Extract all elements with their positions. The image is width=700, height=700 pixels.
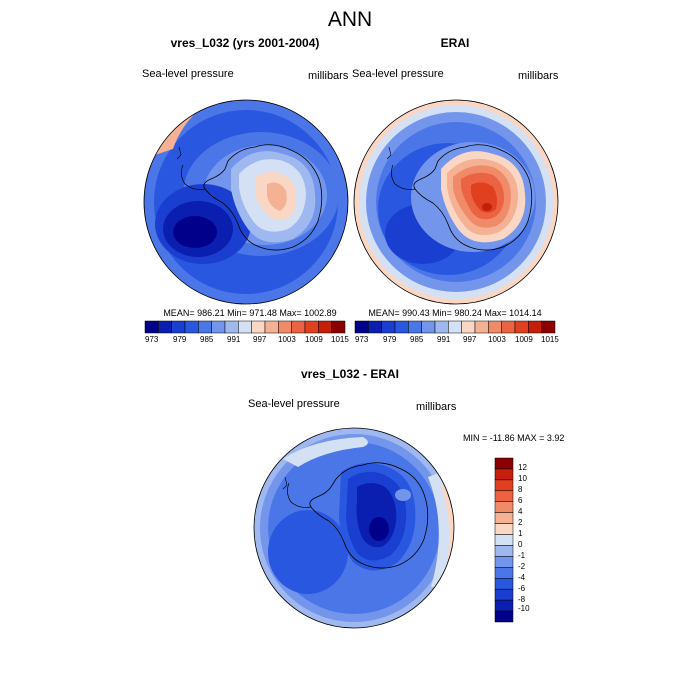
colorbar-swatch — [488, 320, 502, 334]
tick-label: 997 — [253, 335, 267, 344]
colorbar-swatch — [494, 599, 514, 612]
colorbar-swatch — [514, 320, 529, 334]
tick-label: 1003 — [488, 335, 506, 344]
colorbar-swatch — [408, 320, 422, 334]
tick-label: 10 — [518, 474, 527, 483]
tick-label: 1009 — [515, 335, 533, 344]
tick-label: 973 — [145, 335, 159, 344]
colorbar-swatch — [448, 320, 462, 334]
figure-title: ANN — [327, 8, 373, 31]
tick-label: -8 — [518, 595, 526, 604]
tick-label: 979 — [173, 335, 187, 344]
tick-label: -4 — [518, 573, 526, 582]
colorbar-swatch — [528, 320, 542, 334]
colorbar-swatch — [224, 320, 239, 334]
tick-label: 12 — [518, 463, 527, 472]
tick-label: 991 — [437, 335, 451, 344]
colorbar-swatch — [198, 320, 212, 334]
model-colorbar-ticks: 973 979 985 991 997 1003 1009 1015 — [145, 335, 349, 347]
colorbar-swatch — [541, 320, 556, 334]
colorbar-swatch — [494, 556, 514, 568]
colorbar-swatch — [291, 320, 306, 334]
model-variable-label: Sea-level pressure — [142, 68, 234, 80]
colorbar-swatch — [474, 320, 489, 334]
colorbar-swatch — [494, 588, 514, 601]
colorbar-swatch — [331, 320, 346, 334]
colorbar-swatch — [494, 578, 514, 590]
colorbar-swatch — [368, 320, 382, 334]
obs-panel-title: ERAI — [440, 36, 470, 50]
colorbar-swatch — [461, 320, 476, 334]
tick-label: 1 — [518, 529, 523, 538]
colorbar-swatch — [211, 320, 226, 334]
tick-label: 0 — [518, 540, 523, 549]
model-polar-map — [143, 99, 349, 305]
obs-colorbar — [354, 320, 556, 334]
colorbar-swatch — [494, 457, 514, 470]
tick-label: -6 — [518, 584, 526, 593]
obs-colorbar-ticks: 973 979 985 991 997 1003 1009 1015 — [355, 335, 559, 347]
colorbar-swatch — [354, 320, 369, 334]
tick-label: 1015 — [331, 335, 349, 344]
tick-label: -2 — [518, 562, 526, 571]
tick-label: 8 — [518, 485, 523, 494]
colorbar-swatch — [494, 479, 514, 492]
colorbar-swatch — [381, 320, 396, 334]
colorbar-swatch — [184, 320, 199, 334]
colorbar-swatch — [171, 320, 186, 334]
obs-polar-map — [353, 99, 559, 305]
tick-label: 991 — [227, 335, 241, 344]
colorbar-swatch — [304, 320, 319, 334]
colorbar-swatch — [494, 468, 514, 481]
tick-label: -1 — [518, 551, 526, 560]
colorbar-swatch — [494, 523, 514, 535]
colorbar-swatch — [144, 320, 159, 334]
diff-colorbar-ticks: 12 10 8 6 4 2 1 0 -1 -2 -4 -6 -8 -10 — [518, 458, 548, 622]
diff-units-label: millibars — [416, 401, 457, 413]
colorbar-swatch — [494, 501, 514, 513]
obs-units-label: millibars — [518, 70, 559, 82]
colorbar-swatch — [394, 320, 409, 334]
tick-label: 1015 — [541, 335, 559, 344]
tick-label: 2 — [518, 518, 523, 527]
colorbar-swatch — [494, 534, 514, 546]
colorbar-swatch — [278, 320, 292, 334]
colorbar-swatch — [251, 320, 266, 334]
tick-label: -10 — [518, 604, 530, 613]
tick-label: 979 — [383, 335, 397, 344]
model-units-label: millibars — [308, 70, 349, 82]
colorbar-swatch — [264, 320, 279, 334]
obs-variable-label: Sea-level pressure — [352, 68, 444, 80]
colorbar-swatch — [318, 320, 332, 334]
diff-polar-map — [253, 427, 455, 629]
colorbar-swatch — [158, 320, 172, 334]
tick-label: 985 — [200, 335, 214, 344]
colorbar-swatch — [494, 545, 514, 557]
colorbar-swatch — [494, 610, 514, 623]
model-panel-title: vres_L032 (yrs 2001-2004) — [170, 36, 320, 50]
colorbar-swatch — [494, 512, 514, 524]
colorbar-swatch — [238, 320, 252, 334]
colorbar-swatch — [494, 490, 514, 502]
tick-label: 973 — [355, 335, 369, 344]
obs-stats: MEAN= 990.43 Min= 980.24 Max= 1014.14 — [368, 308, 542, 318]
colorbar-swatch — [421, 320, 436, 334]
colorbar-swatch — [501, 320, 516, 334]
tick-label: 997 — [463, 335, 477, 344]
tick-label: 1009 — [305, 335, 323, 344]
tick-label: 4 — [518, 507, 523, 516]
model-colorbar — [144, 320, 346, 334]
model-stats: MEAN= 986.21 Min= 971.48 Max= 1002.89 — [163, 308, 337, 318]
tick-label: 1003 — [278, 335, 296, 344]
tick-label: 985 — [410, 335, 424, 344]
tick-label: 6 — [518, 496, 523, 505]
diff-stats: MIN = -11.86 MAX = 3.92 — [463, 433, 565, 443]
diff-colorbar — [494, 457, 514, 623]
diff-panel-title: vres_L032 - ERAI — [300, 367, 400, 381]
diff-variable-label: Sea-level pressure — [248, 398, 340, 410]
colorbar-swatch — [494, 567, 514, 579]
colorbar-swatch — [434, 320, 449, 334]
